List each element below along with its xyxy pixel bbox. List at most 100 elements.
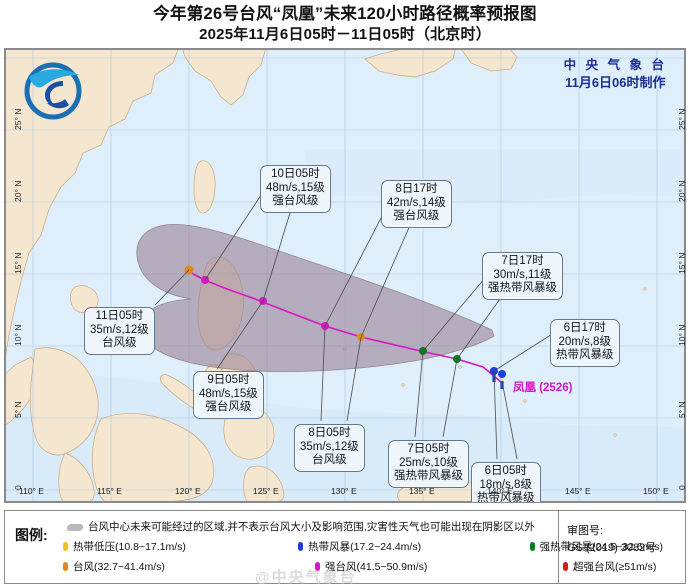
forecast-label-6d05[interactable]: 6日05时 18m/s,8级 热带风暴级 [471,462,541,503]
forecast-wind: 35m/s,12级 [90,323,149,336]
lon-tick-150: 150° E [643,486,669,496]
legend-note-text: 台风中心未来可能经过的区域,并不表示台风大小及影响范围,灾害性天气也可能出现在阴… [88,521,535,533]
severe-tropical-storm-icon [529,541,535,551]
lon-tick-140: 140° E [487,486,513,496]
watermark: @中央气象台 [255,569,357,586]
lat-tick-25-right: 25° N [677,108,686,130]
tropical-storm-icon [298,541,304,551]
forecast-label-9d05[interactable]: 9日05时 48m/s,15级 强台风级 [193,371,264,419]
attribution-org: 中 央 气 象 台 [563,58,667,72]
lon-tick-110: 110° E [19,486,44,496]
legend-panel: 图例: 台风中心未来可能经过的区域,并不表示台风大小及影响范围,灾害性天气也可能… [4,510,686,584]
storm-code: (2526) [539,382,573,394]
approval-number: GS (2019) 3082号 [567,542,657,554]
forecast-label-6d17[interactable]: 6日17时 20m/s,8级 热带风暴级 [550,319,620,367]
forecast-wind: 20m/s,8级 [558,335,611,348]
forecast-time: 11日05时 [95,310,144,322]
legend-item-super-typhoon: 超强台风(≥51m/s) [563,559,656,574]
legend-label: 强台风(41.5~50.9m/s) [325,560,428,573]
legend-item-tropical-storm: 热带风暴(17.2~24.4m/s) [298,539,529,554]
lon-tick-125: 125° E [253,486,279,496]
map-canvas[interactable]: 中 央 气 象 台 11月6日06时制作 10日05时 48m/s,15级 强台… [4,48,686,503]
legend-label: 热带风暴(17.2~24.4m/s) [308,540,422,553]
forecast-wind: 30m/s,11级 [493,268,552,281]
forecast-label-11d05[interactable]: 11日05时 35m/s,12级 台风级 [84,307,155,355]
lon-tick-115: 115° E [97,486,122,496]
tropical-depression-icon [63,541,68,551]
forecast-label-8d05[interactable]: 8日05时 35m/s,12级 台风级 [294,424,365,472]
page-title: 今年第26号台风“凤凰”未来120小时路径概率预报图 2025年11月6日05时… [0,4,690,45]
legend-label: 超强台风(≥51m/s) [573,560,657,573]
forecast-label-10d05[interactable]: 10日05时 48m/s,15级 强台风级 [260,165,331,213]
forecast-time: 8日17时 [395,183,438,195]
lat-tick-5-right: 5° N [677,401,686,418]
forecast-time: 9日05时 [207,374,250,386]
forecast-time: 6日17时 [563,322,606,334]
forecast-time: 10日05时 [271,168,320,180]
lat-tick-15-left: 15° N [13,252,23,274]
forecast-wind: 25m/s,10级 [399,456,458,469]
attribution-timestamp: 11月6日06时制作 [565,75,666,90]
cma-logo-icon [24,62,82,120]
forecast-grade: 热带风暴级 [556,349,614,361]
legend-main: 图例: 台风中心未来可能经过的区域,并不表示台风大小及影响范围,灾害性天气也可能… [5,511,663,583]
storm-name-label: 凤凰 (2526) [513,379,572,395]
legend-label: 热带低压(10.8~17.1m/s) [73,540,186,553]
lon-tick-135: 135° E [409,486,435,496]
forecast-time: 7日17时 [501,255,544,267]
forecast-grade: 强台风级 [205,401,252,413]
legend-row-2: 台风(32.7~41.4m/s) 强台风(41.5~50.9m/s) 超强台风(… [63,556,663,576]
forecast-grade: 强台风级 [272,195,319,207]
super-typhoon-icon [563,561,568,571]
forecast-grade: 强热带风暴级 [394,470,463,482]
legend-title: 图例: [15,527,48,543]
lon-tick-130: 130° E [331,486,357,496]
lat-tick-15-right: 15° N [677,252,686,274]
title-line-1: 今年第26号台风“凤凰”未来120小时路径概率预报图 [153,5,537,23]
legend-note: 台风中心未来可能经过的区域,并不表示台风大小及影响范围,灾害性天气也可能出现在阴… [66,519,535,534]
lat-tick-5-left: 5° N [13,401,23,418]
lat-tick-25-left: 25° N [13,108,23,130]
legend-item-tropical-depression: 热带低压(10.8~17.1m/s) [63,539,298,554]
lat-tick-0-right: 0 [677,485,686,490]
title-line-2: 2025年11月6日05时－11日05时（北京时） [199,26,491,43]
forecast-wind: 42m/s,14级 [387,196,446,209]
attribution: 中 央 气 象 台 11月6日06时制作 [564,57,667,91]
legend-item-severe-typhoon: 强台风(41.5~50.9m/s) [315,559,563,574]
forecast-wind: 48m/s,15级 [199,387,258,400]
forecast-time: 6日05时 [484,465,527,477]
forecast-label-7d17[interactable]: 7日17时 30m/s,11级 强热带风暴级 [482,252,563,300]
forecast-grade: 热带风暴级 [477,492,535,503]
legend-categories: 热带低压(10.8~17.1m/s) 热带风暴(17.2~24.4m/s) 强热… [63,536,663,576]
legend-row-1: 热带低压(10.8~17.1m/s) 热带风暴(17.2~24.4m/s) 强热… [63,536,663,556]
forecast-grade: 台风级 [312,454,347,466]
forecast-wind: 35m/s,12级 [300,440,359,453]
lon-tick-145: 145° E [565,486,591,496]
lat-tick-10-left: 10° N [13,324,23,346]
map-inner: 中 央 气 象 台 11月6日06时制作 10日05时 48m/s,15级 强台… [5,49,685,502]
lat-tick-20-right: 20° N [677,180,686,202]
legend-item-typhoon: 台风(32.7~41.4m/s) [63,559,315,574]
cone-swatch-icon [66,523,84,531]
forecast-time: 7日05时 [407,443,450,455]
forecast-grade: 强热带风暴级 [488,282,557,294]
forecast-time: 8日05时 [308,427,351,439]
track-point-0 [498,370,507,389]
forecast-wind: 18m/s,8级 [479,478,532,491]
storm-name: 凤凰 [513,382,536,394]
typhoon-icon [63,561,68,571]
legend-label: 台风(32.7~41.4m/s) [73,560,165,573]
lat-tick-10-right: 10° N [677,324,686,346]
approval-block: 审图号: GS (2019) 3082号 [558,511,685,583]
legend-item-severe-tropical-storm: 强热带风暴(24.5~32.6m/s) [529,539,663,554]
severe-typhoon-icon [315,561,320,571]
lat-tick-20-left: 20° N [13,180,23,202]
forecast-label-8d17[interactable]: 8日17时 42m/s,14级 强台风级 [381,180,452,228]
approval-label: 审图号: [567,525,604,537]
forecast-grade: 强台风级 [393,210,440,222]
lon-tick-120: 120° E [175,486,201,496]
lat-tick-0-left: 0 [13,485,23,490]
forecast-label-7d05[interactable]: 7日05时 25m/s,10级 强热带风暴级 [388,440,469,488]
legend-label: 强热带风暴(24.5~32.6m/s) [539,540,663,553]
